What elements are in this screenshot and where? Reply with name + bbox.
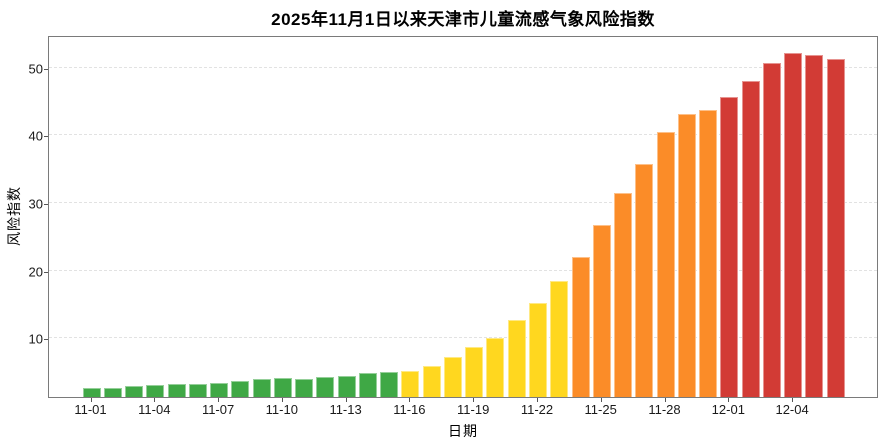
bar-11-19 [465, 346, 484, 397]
x-tick-mark [792, 398, 794, 402]
bar-11-23 [550, 281, 569, 397]
x-tick-label: 11-16 [393, 402, 426, 417]
bar-11-15 [380, 372, 399, 397]
bar-11-04 [146, 384, 165, 397]
bar-11-01 [82, 387, 101, 397]
bar-11-12 [316, 376, 335, 397]
bar-11-18 [443, 357, 462, 397]
x-tick-label: 11-10 [265, 402, 298, 417]
x-tick-label: 11-19 [457, 402, 490, 417]
x-tick-label: 11-01 [74, 402, 107, 417]
bar-11-22 [529, 302, 547, 397]
chart-title: 2025年11月1日以来天津市儿童流感气象风险指数 [271, 10, 655, 29]
bar-11-28 [656, 131, 675, 397]
bar-11-16 [401, 371, 420, 397]
x-tick-mark [281, 398, 283, 402]
x-axis-label: 日期 [448, 423, 478, 439]
bar-11-11 [295, 378, 314, 397]
x-tick-mark [600, 398, 602, 402]
bar-12-04 [784, 53, 803, 397]
x-tick-label: 11-13 [329, 402, 362, 417]
gridline-y-20 [49, 269, 877, 271]
bar-11-08 [231, 380, 250, 397]
bar-12-01 [720, 97, 739, 397]
y-tick-label: 40 [28, 128, 43, 144]
x-tick-mark [728, 398, 730, 402]
y-tick-mark [44, 203, 48, 205]
x-tick-label: 11-22 [520, 402, 554, 417]
x-tick-mark [218, 398, 220, 402]
x-tick-label: 11-04 [138, 402, 171, 417]
bar-11-26 [614, 192, 632, 397]
bar-11-14 [358, 373, 377, 397]
x-tick-mark [345, 398, 347, 402]
x-tick-mark [154, 398, 156, 402]
bar-11-07 [210, 382, 229, 397]
x-tick-mark [409, 398, 411, 402]
gridline-y-10 [49, 337, 877, 339]
bar-11-27 [635, 164, 654, 397]
x-tick-label: 12-01 [711, 402, 745, 417]
y-tick-mark [44, 271, 48, 273]
x-tick-mark [537, 398, 538, 402]
x-tick-label: 11-25 [584, 402, 617, 417]
y-tick-label: 10 [28, 331, 43, 347]
gridline-y-30 [49, 201, 877, 203]
y-tick-mark [44, 68, 48, 70]
bar-11-06 [188, 384, 207, 397]
y-tick-label: 20 [28, 264, 43, 279]
x-tick-label: 12-04 [775, 402, 809, 417]
gridline-y-50 [49, 66, 877, 68]
bar-12-06 [826, 58, 845, 397]
bar-11-25 [592, 225, 611, 397]
x-tick-label: 11-28 [648, 402, 681, 417]
y-tick-mark [44, 136, 48, 138]
bar-12-02 [741, 81, 760, 397]
bar-11-10 [273, 378, 292, 397]
bar-11-30 [699, 110, 717, 397]
bar-12-05 [805, 55, 824, 397]
bar-11-21 [507, 319, 526, 397]
gridline-y-40 [49, 134, 877, 136]
y-axis-label: 风险指数 [6, 186, 22, 246]
bar-11-13 [337, 376, 356, 397]
bar-11-20 [486, 337, 505, 397]
x-tick-mark [664, 398, 666, 402]
y-tick-mark [44, 339, 48, 341]
x-tick-mark [90, 398, 92, 402]
bar-11-17 [422, 365, 441, 397]
bar-11-02 [103, 388, 122, 397]
bar-11-03 [125, 386, 143, 397]
x-tick-label: 11-07 [201, 402, 235, 417]
bar-11-29 [677, 114, 696, 397]
bar-12-03 [762, 63, 781, 397]
plot-area [48, 36, 878, 398]
x-tick-mark [473, 398, 475, 402]
y-tick-label: 50 [28, 61, 43, 76]
y-tick-label: 30 [28, 196, 43, 212]
bar-11-05 [167, 383, 186, 397]
bar-11-24 [571, 256, 590, 397]
bar-11-09 [252, 379, 271, 397]
